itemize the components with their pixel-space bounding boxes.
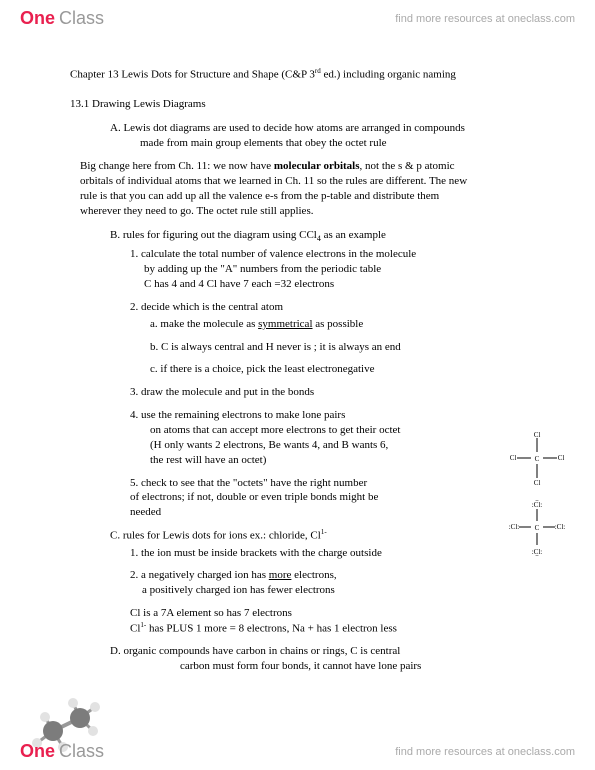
b1: 1. calculate the total number of valence… bbox=[130, 247, 525, 292]
svg-text:Cl: Cl bbox=[534, 479, 541, 486]
c1: 1. the ion must be inside brackets with … bbox=[130, 546, 525, 561]
svg-text:Cl: Cl bbox=[534, 431, 541, 439]
b5: 5. check to see that the "octets" have t… bbox=[130, 476, 525, 521]
b4: 4. use the remaining electrons to make l… bbox=[130, 408, 525, 467]
svg-text::Cl:: :Cl: bbox=[509, 523, 520, 531]
b2: 2. decide which is the central atom bbox=[130, 300, 525, 315]
svg-text::Cl:: :Cl: bbox=[555, 523, 566, 531]
brand-class-footer: Class bbox=[59, 741, 104, 762]
resources-link-bottom[interactable]: find more resources at oneclass.com bbox=[395, 746, 575, 758]
point-d: D. organic compounds have carbon in chai… bbox=[110, 644, 525, 674]
brand-logo: OneClass bbox=[20, 8, 104, 29]
b2c: c. if there is a choice, pick the least … bbox=[150, 362, 525, 377]
document-body: Chapter 13 Lewis Dots for Structure and … bbox=[0, 37, 595, 714]
footer: OneClass find more resources at oneclass… bbox=[0, 733, 595, 770]
cl-lines: Cl is a 7A element so has 7 electrons Cl… bbox=[130, 606, 525, 636]
point-b: B. rules for figuring out the diagram us… bbox=[110, 228, 525, 245]
svg-text:C: C bbox=[535, 455, 540, 463]
resources-link-top[interactable]: find more resources at oneclass.com bbox=[395, 13, 575, 25]
point-a: A. Lewis dot diagrams are used to decide… bbox=[110, 121, 525, 151]
section-13-1: 13.1 Drawing Lewis Diagrams bbox=[70, 97, 525, 112]
brand-class: Class bbox=[59, 8, 104, 29]
ccl4-lewis-diagram: :Cl: :Cl: :Cl: :Cl: C .. .. bbox=[507, 498, 567, 556]
brand-logo-footer: OneClass bbox=[20, 741, 104, 762]
svg-text:..: .. bbox=[535, 550, 539, 556]
brand-one: One bbox=[20, 8, 55, 29]
chapter-title: Chapter 13 Lewis Dots for Structure and … bbox=[70, 67, 525, 83]
svg-text:Cl: Cl bbox=[510, 454, 517, 462]
b2b: b. C is always central and H never is ; … bbox=[150, 340, 525, 355]
header: OneClass find more resources at oneclass… bbox=[0, 0, 595, 37]
brand-one-footer: One bbox=[20, 741, 55, 762]
svg-text:Cl: Cl bbox=[558, 454, 565, 462]
ccl4-skeleton-diagram: Cl Cl Cl Cl C bbox=[507, 430, 567, 486]
b3: 3. draw the molecule and put in the bond… bbox=[130, 385, 525, 400]
svg-text:..: .. bbox=[535, 498, 539, 503]
point-c: C. rules for Lewis dots for ions ex.: ch… bbox=[110, 528, 525, 544]
big-change-para: Big change here from Ch. 11: we now have… bbox=[80, 159, 525, 218]
b2a: a. make the molecule as symmetrical as p… bbox=[150, 317, 525, 332]
svg-text:C: C bbox=[535, 524, 540, 532]
c2: 2. a negatively charged ion has more ele… bbox=[130, 568, 525, 598]
